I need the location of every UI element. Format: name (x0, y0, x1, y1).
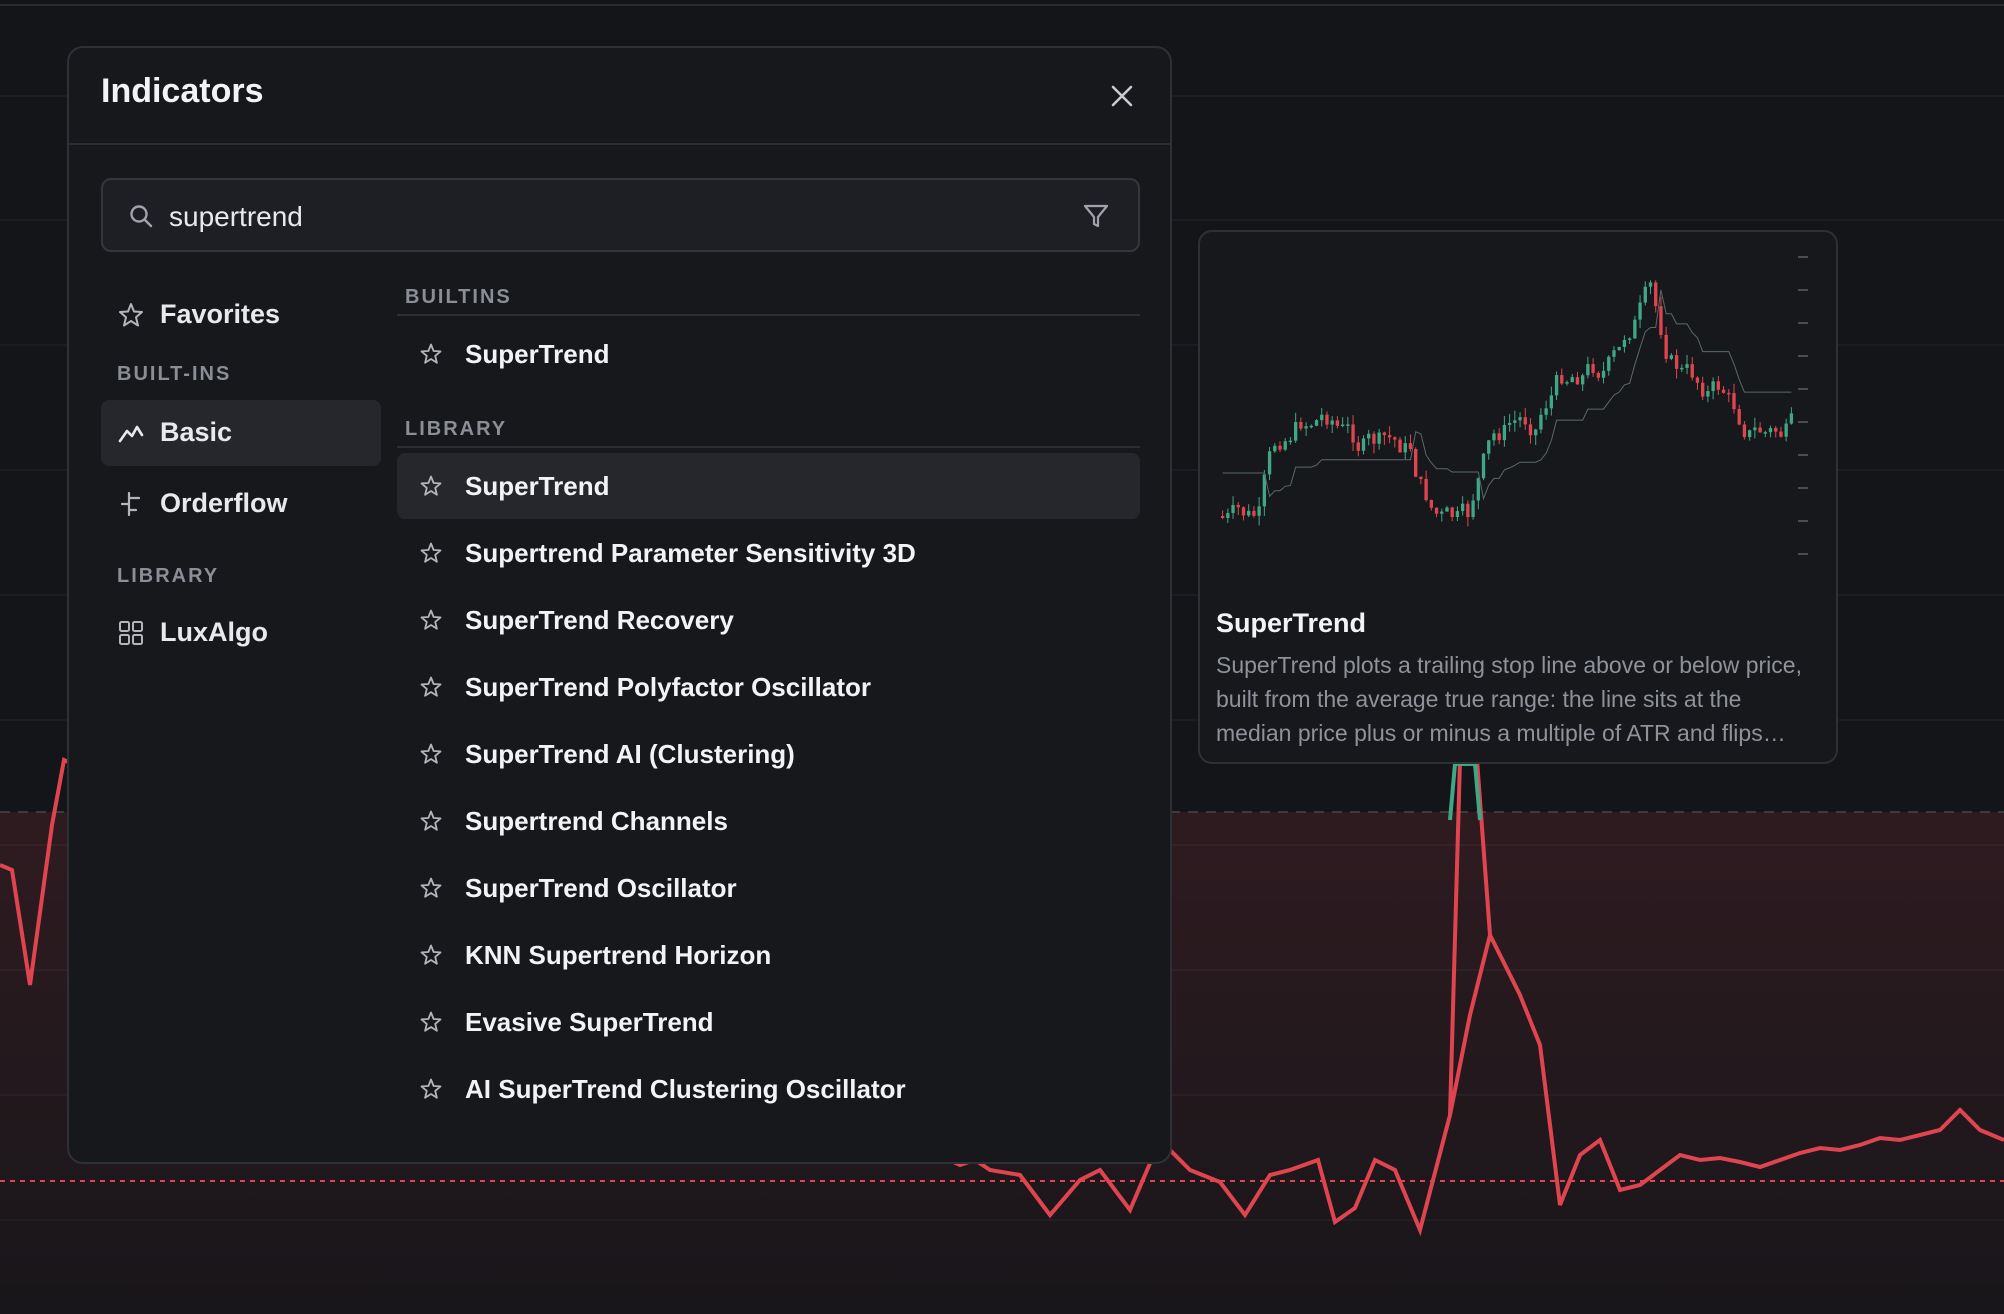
sidebar-item-basic[interactable]: Basic (101, 400, 381, 466)
indicator-row[interactable]: Supertrend Parameter Sensitivity 3D (397, 520, 1140, 586)
sidebar-header-library: LIBRARY (117, 565, 220, 587)
indicator-row[interactable]: SuperTrend AI (Clustering) (397, 721, 1140, 787)
indicators-dialog: Indicators Favorites BUILT-INS Basic (67, 46, 1172, 1164)
sidebar-item-favorites[interactable]: Favorites (101, 282, 381, 348)
section-header-label: BUILTINS (405, 286, 512, 308)
preview-description: SuperTrend plots a trailing stop line ab… (1216, 652, 1802, 746)
orderflow-icon (120, 491, 141, 517)
favorite-star-icon[interactable] (419, 474, 443, 498)
favorite-star-icon[interactable] (419, 342, 443, 366)
indicator-name: SuperTrend (465, 471, 610, 501)
indicator-preview-card: SuperTrend SuperTrend plots a trailing s… (1198, 230, 1838, 764)
sidebar-item-label: Favorites (160, 299, 281, 329)
indicator-name: SuperTrend (465, 339, 610, 369)
indicator-row[interactable]: Evasive SuperTrend (397, 989, 1140, 1055)
indicator-name: Supertrend Channels (465, 806, 728, 836)
dialog-header: Indicators (69, 48, 1170, 145)
favorite-star-icon[interactable] (419, 742, 443, 766)
preview-chart (1220, 256, 1808, 555)
indicator-row[interactable]: SuperTrend Oscillator (397, 855, 1140, 921)
search-icon (130, 205, 153, 228)
indicator-name: Supertrend Parameter Sensitivity 3D (465, 538, 916, 568)
sidebar-header-built-ins: BUILT-INS (117, 363, 232, 385)
sidebar-item-label: Orderflow (160, 488, 288, 518)
indicator-row[interactable]: SuperTrend Polyfactor Oscillator (397, 654, 1140, 720)
search-input[interactable] (167, 194, 1051, 240)
indicator-row[interactable]: Supertrend Channels (397, 788, 1140, 854)
indicator-row[interactable]: SuperTrend (397, 321, 1140, 387)
preview-title: SuperTrend (1216, 608, 1367, 638)
indicator-name: SuperTrend AI (Clustering) (465, 739, 795, 769)
indicator-row[interactable]: KNN Supertrend Horizon (397, 922, 1140, 988)
section-header-builtins: BUILTINS (397, 278, 1140, 316)
sidebar-item-label: LuxAlgo (160, 617, 268, 647)
favorite-star-icon[interactable] (419, 608, 443, 632)
line-chart-icon (118, 425, 144, 443)
favorite-star-icon[interactable] (419, 943, 443, 967)
indicator-name: Evasive SuperTrend (465, 1007, 714, 1037)
indicator-name: SuperTrend Recovery (465, 605, 734, 635)
indicator-row[interactable]: SuperTrend Recovery (397, 587, 1140, 653)
favorite-star-icon[interactable] (419, 675, 443, 699)
section-header-label: LIBRARY (405, 418, 508, 440)
star-icon (119, 303, 143, 327)
indicator-row[interactable]: AI SuperTrend Clustering Oscillator (397, 1056, 1140, 1122)
indicator-name: SuperTrend Oscillator (465, 873, 737, 903)
indicator-name: AI SuperTrend Clustering Oscillator (465, 1074, 906, 1104)
indicator-name: KNN Supertrend Horizon (465, 940, 772, 970)
favorite-star-icon[interactable] (419, 876, 443, 900)
close-icon[interactable] (1104, 78, 1140, 114)
indicator-name: SuperTrend Polyfactor Oscillator (465, 672, 871, 702)
grid-icon (119, 621, 143, 645)
sidebar-item-label: Basic (160, 417, 233, 447)
sidebar-item-luxalgo[interactable]: LuxAlgo (101, 600, 381, 666)
filter-icon[interactable] (1082, 202, 1110, 230)
favorite-star-icon[interactable] (419, 809, 443, 833)
search-box (101, 178, 1140, 252)
favorite-star-icon[interactable] (419, 1010, 443, 1034)
indicator-row[interactable]: SuperTrend (397, 453, 1140, 519)
dialog-title: Indicators (101, 72, 264, 110)
favorite-star-icon[interactable] (419, 1077, 443, 1101)
favorite-star-icon[interactable] (419, 541, 443, 565)
section-header-library: LIBRARY (397, 410, 1140, 448)
sidebar-item-orderflow[interactable]: Orderflow (101, 471, 381, 537)
